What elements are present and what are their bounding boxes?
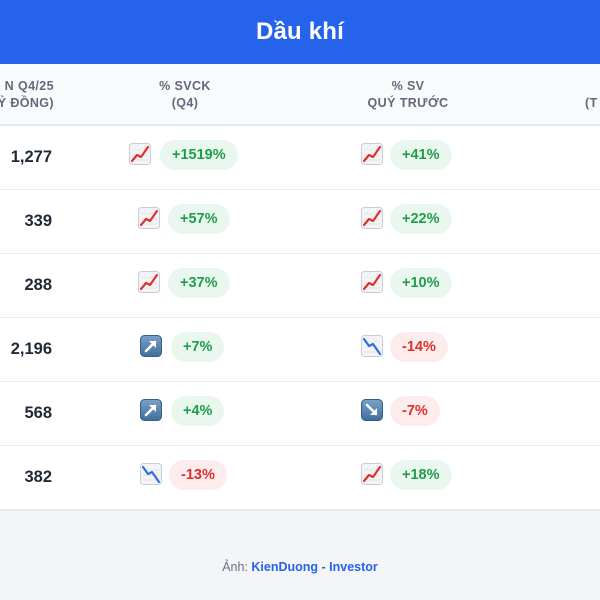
page-title: Dầu khí xyxy=(255,18,345,45)
column-header-next[interactable]: (T xyxy=(585,95,600,112)
qoq-change-badge: -14% xyxy=(390,332,448,362)
qoq-change-badge: +18% xyxy=(390,460,452,490)
column-header-qoq-line1: % SV xyxy=(391,79,425,93)
yoy-change-badge: +7% xyxy=(171,332,225,362)
up-right-arrow-icon xyxy=(140,399,162,421)
chart-increasing-icon xyxy=(361,143,383,165)
table-row[interactable]: 288 +37% +10% xyxy=(0,254,600,318)
column-header-revenue-line1: N Q4/25 xyxy=(4,79,54,93)
photo-credit-prefix: Ảnh: xyxy=(222,560,248,574)
revenue-value: 568 xyxy=(24,404,52,422)
chart-increasing-icon xyxy=(129,143,151,165)
column-header-revenue-line2: Ỷ ĐỒNG) xyxy=(0,96,54,110)
header-bar: Dầu khí xyxy=(0,0,600,64)
data-table: N Q4/25 Ỷ ĐỒNG) % SVCK (Q4) % SV QUÝ TRƯ… xyxy=(0,64,600,511)
yoy-change-badge: -13% xyxy=(169,460,227,490)
qoq-change-badge: +41% xyxy=(390,140,452,170)
yoy-change-badge: +1519% xyxy=(160,140,238,170)
chart-increasing-icon xyxy=(361,463,383,485)
revenue-value: 1,277 xyxy=(10,148,52,166)
up-right-arrow-icon xyxy=(140,335,162,357)
table-row[interactable]: 339 +57% +22% xyxy=(0,190,600,254)
chart-decreasing-icon xyxy=(140,463,162,485)
table-row[interactable]: 2,196 +7% -14% xyxy=(0,318,600,382)
qoq-change-badge: +10% xyxy=(390,268,452,298)
yoy-change-badge: +57% xyxy=(168,204,230,234)
qoq-change-badge: +22% xyxy=(390,204,452,234)
chart-increasing-icon xyxy=(138,271,160,293)
revenue-value: 2,196 xyxy=(10,340,52,358)
table-row[interactable]: 1,277 +1519% +41% xyxy=(0,126,600,190)
column-header-revenue[interactable]: N Q4/25 Ỷ ĐỒNG) xyxy=(0,78,54,112)
photo-credit-author[interactable]: KienDuong - Investor xyxy=(251,560,378,574)
column-header-yoy[interactable]: % SVCK (Q4) xyxy=(135,78,235,112)
revenue-value: 382 xyxy=(24,468,52,486)
table-row[interactable]: 382 -13% +18% xyxy=(0,446,600,510)
revenue-value: 288 xyxy=(24,276,52,294)
column-header-yoy-line2: (Q4) xyxy=(171,96,199,110)
column-header-qoq[interactable]: % SV QUÝ TRƯỚC xyxy=(358,78,458,112)
photo-credit: Ảnh: KienDuong - Investor xyxy=(0,560,600,582)
yoy-change-badge: +4% xyxy=(171,396,225,426)
revenue-value: 339 xyxy=(24,212,52,230)
table-header: N Q4/25 Ỷ ĐỒNG) % SVCK (Q4) % SV QUÝ TRƯ… xyxy=(0,64,600,126)
chart-increasing-icon xyxy=(361,271,383,293)
column-header-next-line1: (T xyxy=(585,96,598,110)
table-row[interactable]: 568 +4% -7% xyxy=(0,382,600,446)
yoy-change-badge: +37% xyxy=(168,268,230,298)
chart-increasing-icon xyxy=(361,207,383,229)
column-header-qoq-line2: QUÝ TRƯỚC xyxy=(367,96,449,110)
down-right-arrow-icon xyxy=(361,399,383,421)
chart-increasing-icon xyxy=(138,207,160,229)
column-header-yoy-line1: % SVCK xyxy=(159,79,211,93)
qoq-change-badge: -7% xyxy=(390,396,440,426)
chart-decreasing-icon xyxy=(361,335,383,357)
